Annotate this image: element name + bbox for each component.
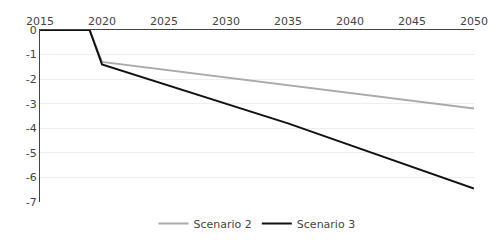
svg-text:-2: -2 (26, 73, 37, 86)
svg-text:2025: 2025 (150, 15, 178, 28)
svg-text:2035: 2035 (274, 15, 302, 28)
svg-text:Scenario 3: Scenario 3 (297, 218, 355, 231)
svg-text:2015: 2015 (26, 15, 54, 28)
svg-text:2040: 2040 (336, 15, 364, 28)
svg-text:-7: -7 (26, 196, 37, 209)
svg-text:2030: 2030 (212, 15, 240, 28)
svg-text:-3: -3 (26, 98, 37, 111)
svg-text:2050: 2050 (460, 15, 488, 28)
svg-text:-4: -4 (26, 122, 37, 135)
svg-text:Scenario 2: Scenario 2 (194, 218, 252, 231)
svg-text:-1: -1 (26, 48, 37, 61)
svg-text:2020: 2020 (88, 15, 116, 28)
svg-text:-5: -5 (26, 147, 37, 160)
svg-text:2045: 2045 (398, 15, 426, 28)
svg-text:0: 0 (30, 24, 37, 37)
svg-text:-6: -6 (26, 171, 37, 184)
